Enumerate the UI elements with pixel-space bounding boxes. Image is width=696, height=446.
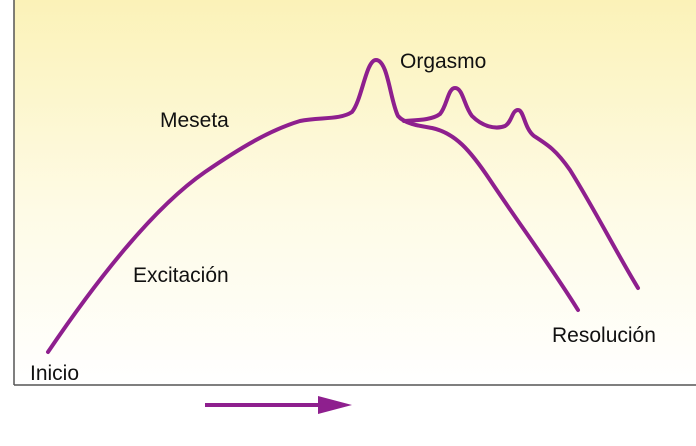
start-label: Inicio: [30, 362, 79, 385]
plateau-label: Meseta: [160, 109, 229, 132]
excitement-label: Excitación: [133, 264, 229, 287]
response-curve: [46, 58, 580, 354]
resolution-label: Resolución: [552, 324, 656, 347]
orgasm-label: Orgasmo: [400, 50, 486, 73]
multiple-orgasm-curve: [402, 86, 640, 290]
time-arrow-head: [318, 396, 352, 414]
